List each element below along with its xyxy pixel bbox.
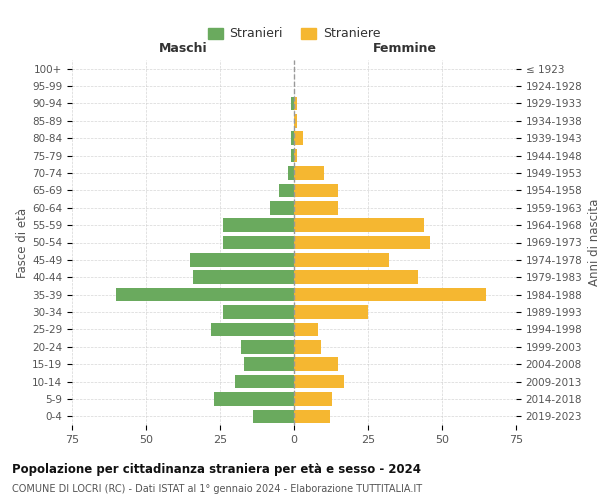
Bar <box>294 166 323 180</box>
Bar <box>294 201 338 214</box>
Bar <box>279 184 294 197</box>
Bar <box>294 236 430 250</box>
Bar <box>211 322 294 336</box>
Bar <box>235 375 294 388</box>
Bar <box>294 270 418 284</box>
Bar <box>241 340 294 353</box>
Bar <box>294 253 389 266</box>
Y-axis label: Fasce di età: Fasce di età <box>16 208 29 278</box>
Bar <box>291 96 294 110</box>
Text: Maschi: Maschi <box>158 42 208 55</box>
Bar <box>190 253 294 266</box>
Bar <box>294 375 344 388</box>
Bar <box>271 201 294 214</box>
Text: COMUNE DI LOCRI (RC) - Dati ISTAT al 1° gennaio 2024 - Elaborazione TUTTITALIA.I: COMUNE DI LOCRI (RC) - Dati ISTAT al 1° … <box>12 484 422 494</box>
Bar <box>244 358 294 371</box>
Bar <box>294 132 303 145</box>
Bar <box>223 305 294 319</box>
Bar <box>294 392 332 406</box>
Bar <box>253 410 294 423</box>
Bar <box>214 392 294 406</box>
Bar <box>294 410 329 423</box>
Bar <box>223 218 294 232</box>
Bar <box>291 149 294 162</box>
Bar <box>294 149 297 162</box>
Bar <box>291 132 294 145</box>
Bar <box>288 166 294 180</box>
Legend: Stranieri, Straniere: Stranieri, Straniere <box>203 22 385 46</box>
Bar <box>294 288 487 302</box>
Bar <box>294 114 297 128</box>
Text: Femmine: Femmine <box>373 42 437 55</box>
Bar <box>294 184 338 197</box>
Y-axis label: Anni di nascita: Anni di nascita <box>588 199 600 286</box>
Bar <box>294 322 317 336</box>
Bar <box>294 218 424 232</box>
Bar <box>223 236 294 250</box>
Bar <box>294 96 297 110</box>
Text: Popolazione per cittadinanza straniera per età e sesso - 2024: Popolazione per cittadinanza straniera p… <box>12 462 421 475</box>
Bar <box>294 305 368 319</box>
Bar <box>193 270 294 284</box>
Bar <box>294 358 338 371</box>
Bar <box>116 288 294 302</box>
Bar <box>294 340 320 353</box>
